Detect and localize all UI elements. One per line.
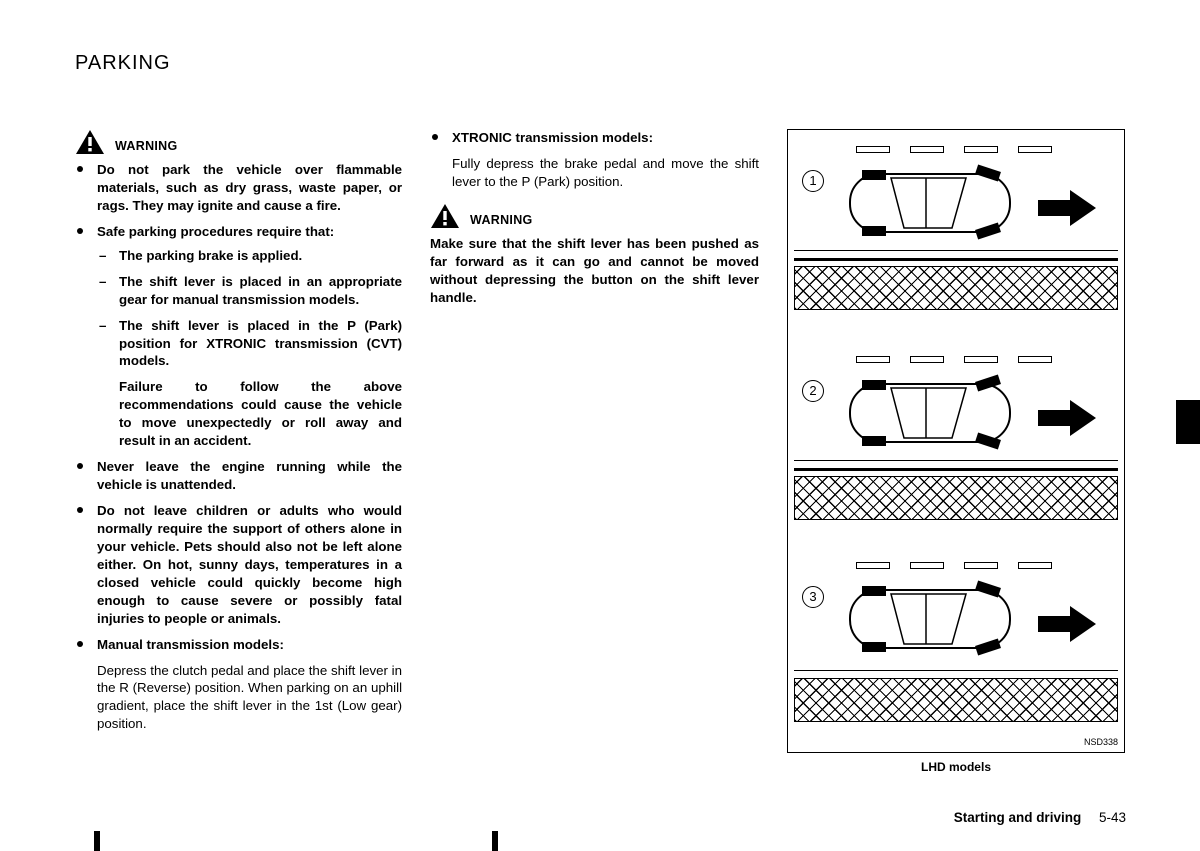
arrow-icon <box>1038 400 1096 436</box>
page-footer: Starting and driving 5-43 <box>954 810 1126 825</box>
list-item: XTRONIC transmission models: <box>430 129 759 147</box>
warning-heading: WARNING <box>430 203 759 229</box>
list-item: The shift lever is placed in an appropri… <box>97 273 402 309</box>
figure-number: 3 <box>802 586 824 608</box>
page-content: PARKING WARNING Do not park the vehicle … <box>75 52 1125 775</box>
columns: WARNING Do not park the vehicle over fla… <box>75 129 1125 775</box>
curb-line <box>794 468 1118 471</box>
body-text: Fully depress the brake pedal and move t… <box>430 155 759 191</box>
road-line <box>794 460 1118 461</box>
page-number: 5-43 <box>1099 810 1126 825</box>
lane-marks <box>856 356 1086 364</box>
arrow-icon <box>1038 606 1096 642</box>
car-icon <box>846 580 1026 658</box>
warning-icon <box>430 203 460 229</box>
crop-mark <box>94 831 100 851</box>
body-text: Depress the clutch pedal and place the s… <box>75 662 402 734</box>
column-2: XTRONIC transmission models: Fully depre… <box>430 129 759 775</box>
bullet-list: Do not park the vehicle over flammable m… <box>75 161 402 654</box>
hatch-area <box>794 476 1118 520</box>
figure: 1 <box>787 129 1125 753</box>
list-item: Manual transmission models: <box>75 636 402 654</box>
list-item: The parking brake is applied. <box>97 247 402 265</box>
list-item-text: Safe parking procedures require that: <box>97 224 334 239</box>
page-title: PARKING <box>75 52 1125 75</box>
list-item: Safe parking procedures require that: Th… <box>75 223 402 450</box>
list-item: The shift lever is placed in the P (Park… <box>97 317 402 451</box>
thumb-tab <box>1176 400 1200 444</box>
figure-caption: LHD models <box>787 759 1125 775</box>
list-item-text: Manual transmission models: <box>97 637 284 652</box>
road-line <box>794 250 1118 251</box>
figure-number: 1 <box>802 170 824 192</box>
lane-marks <box>856 146 1086 154</box>
bullet-list: XTRONIC transmission models: <box>430 129 759 147</box>
warning-text: Make sure that the shift lever has been … <box>430 235 759 307</box>
crop-mark <box>492 831 498 851</box>
road-line <box>794 670 1118 671</box>
list-item-tail: Failure to follow the above recommendati… <box>119 378 402 450</box>
figure-number: 2 <box>802 380 824 402</box>
car-icon <box>846 164 1026 242</box>
car-icon <box>846 374 1026 452</box>
arrow-icon <box>1038 190 1096 226</box>
figure-scene-2: 2 <box>788 344 1124 544</box>
column-1: WARNING Do not park the vehicle over fla… <box>75 129 402 775</box>
warning-heading: WARNING <box>75 129 402 155</box>
warning-label: WARNING <box>115 138 178 155</box>
lane-marks <box>856 562 1086 570</box>
curb-line <box>794 258 1118 261</box>
section-name: Starting and driving <box>954 810 1082 825</box>
figure-scene-3: 3 <box>788 550 1124 750</box>
hatch-area <box>794 678 1118 722</box>
column-3: 1 <box>787 129 1125 775</box>
warning-label: WARNING <box>470 212 533 229</box>
hatch-area <box>794 266 1118 310</box>
list-item: Do not park the vehicle over flammable m… <box>75 161 402 215</box>
list-item-text: The shift lever is placed in the P (Park… <box>119 318 402 369</box>
warning-icon <box>75 129 105 155</box>
list-item: Do not leave children or adults who woul… <box>75 502 402 628</box>
figure-scene-1: 1 <box>788 134 1124 334</box>
dash-list: The parking brake is applied. The shift … <box>97 247 402 450</box>
figure-code: NSD338 <box>1084 736 1118 748</box>
list-item: Never leave the engine running while the… <box>75 458 402 494</box>
